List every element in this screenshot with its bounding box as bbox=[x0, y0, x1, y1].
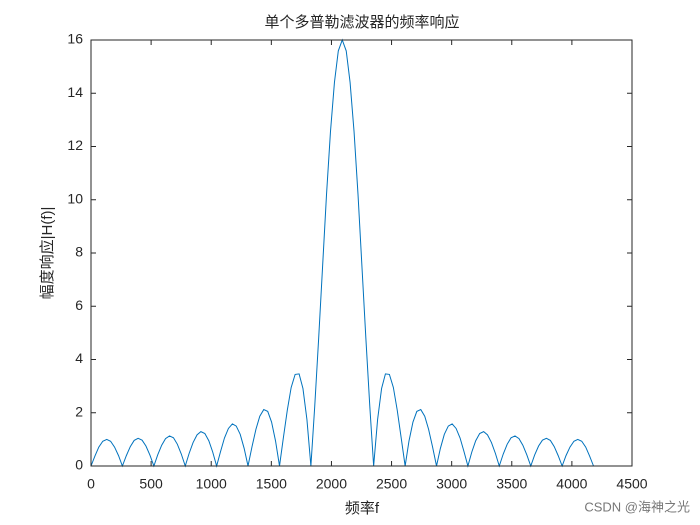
y-tick-label: 12 bbox=[67, 137, 83, 153]
x-tick-label: 0 bbox=[87, 476, 95, 492]
x-tick-label: 2000 bbox=[316, 476, 347, 492]
x-tick-label: 4000 bbox=[556, 476, 587, 492]
y-tick-label: 10 bbox=[67, 190, 83, 206]
x-axis-label: 频率f bbox=[345, 500, 380, 517]
x-tick-label: 1000 bbox=[196, 476, 227, 492]
x-tick-label: 3500 bbox=[496, 476, 527, 492]
y-tick-label: 6 bbox=[75, 297, 83, 313]
y-tick-label: 14 bbox=[67, 84, 83, 100]
axes-box bbox=[90, 39, 633, 467]
chart-title: 单个多普勒滤波器的频率响应 bbox=[264, 13, 459, 31]
x-tick-label: 4500 bbox=[616, 476, 647, 492]
x-tick-label: 500 bbox=[139, 476, 163, 492]
x-tick-label: 3000 bbox=[436, 476, 467, 492]
y-axis-label: 幅度响应|H(f)| bbox=[38, 207, 56, 300]
y-tick-label: 0 bbox=[75, 457, 83, 473]
x-tick-label: 1500 bbox=[256, 476, 287, 492]
y-tick-label: 8 bbox=[75, 244, 83, 260]
y-tick-label: 16 bbox=[67, 31, 83, 47]
watermark: CSDN @海神之光 bbox=[584, 499, 690, 514]
y-tick-label: 4 bbox=[75, 350, 83, 366]
y-tick-label: 2 bbox=[75, 403, 83, 419]
x-tick-label: 2500 bbox=[376, 476, 407, 492]
